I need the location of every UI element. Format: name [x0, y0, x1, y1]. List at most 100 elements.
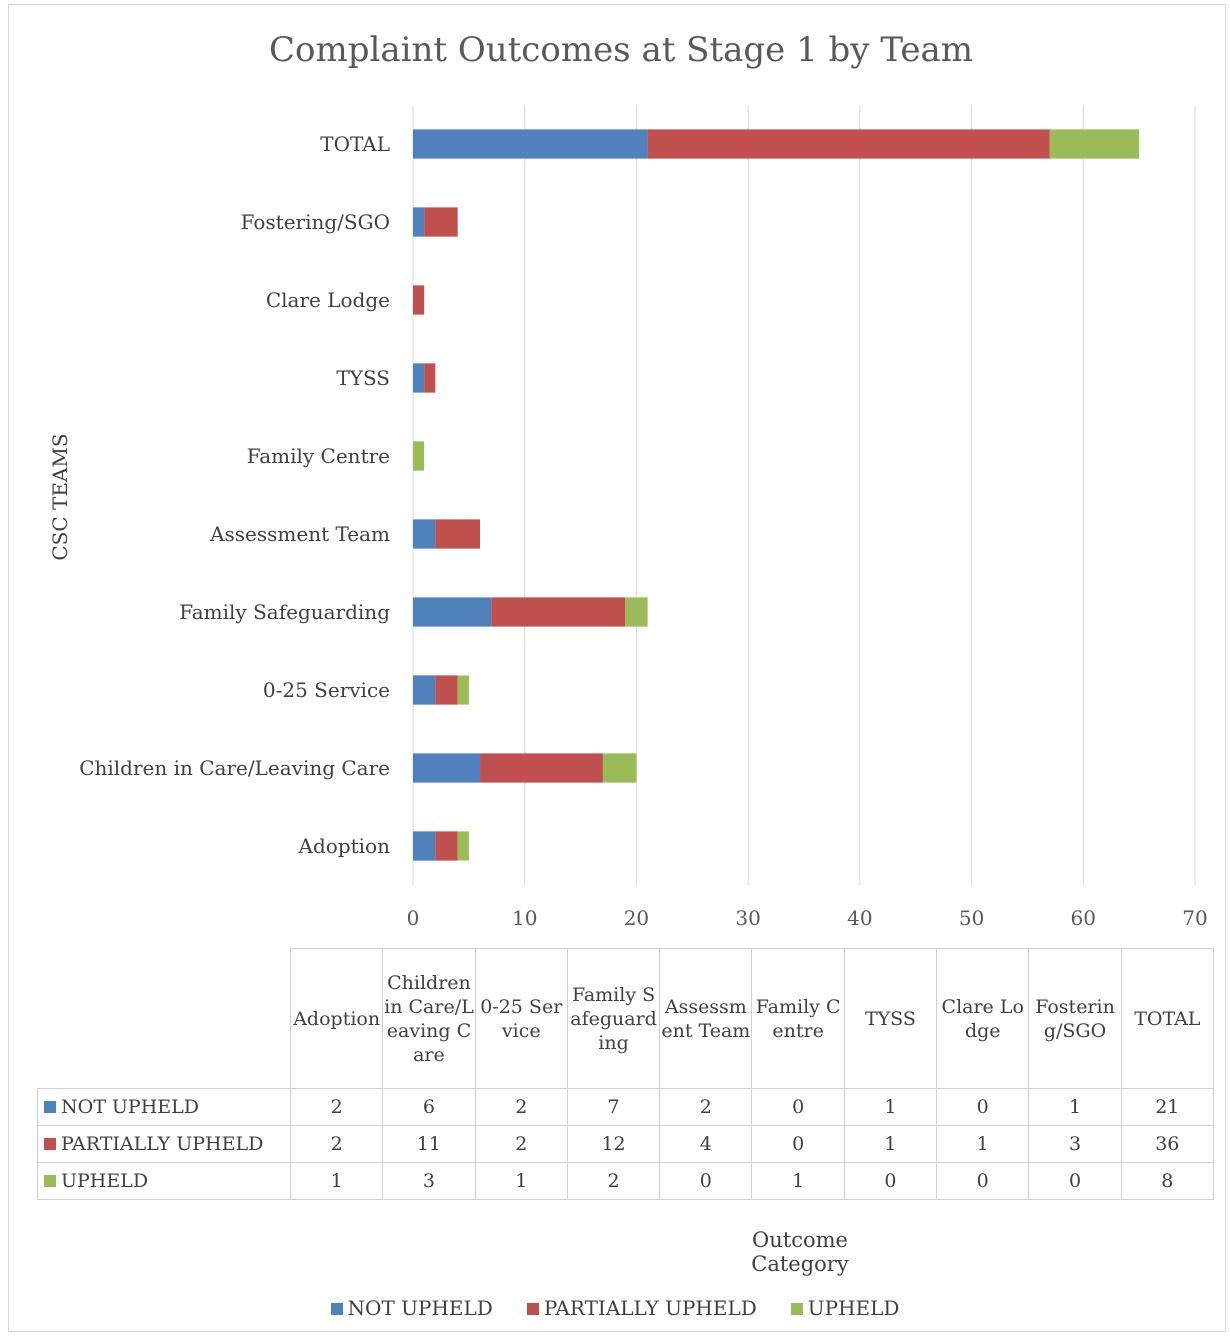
table-corner [37, 948, 291, 1089]
bar-clare-lodge-partially-upheld [413, 285, 425, 315]
table-header-fostering-sgo: Fostering/SGO [1028, 948, 1122, 1089]
bar-0-25-service-not-upheld [413, 675, 436, 705]
x-tick-label: 10 [512, 906, 537, 930]
table-cell: 21 [1120, 1088, 1214, 1126]
table-cell: 12 [566, 1125, 661, 1163]
table-header-tyss: TYSS [843, 948, 938, 1089]
table-cell: 1 [751, 1162, 845, 1200]
table-header-children-in-care-leaving-care: Children in Care/Leaving Care [382, 948, 476, 1089]
legend-item-not-upheld: NOT UPHELD [330, 1296, 493, 1320]
x-tick-label: 20 [624, 906, 649, 930]
bar-tyss-partially-upheld [424, 363, 436, 393]
bar-chart-plot: Adoption Children in Care/Leaving Care 0-2… [79, 105, 1208, 930]
y-tick-label: Assessment Team [209, 522, 390, 546]
table-row-label: PARTIALLY UPHELD [37, 1125, 291, 1163]
x-tick-label: 70 [1182, 906, 1207, 930]
legend-swatch [790, 1303, 803, 1315]
y-tick-label: Family Safeguarding [179, 600, 390, 624]
y-tick-label: Children in Care/Leaving Care [79, 756, 390, 780]
legend-item-partially-upheld: PARTIALLY UPHELD [526, 1296, 757, 1320]
table-cell: 0 [936, 1162, 1030, 1200]
chart-frame [8, 4, 1226, 1332]
table-cell: 2 [474, 1125, 568, 1163]
legend-key-swatch [44, 1175, 56, 1187]
table-cell: 7 [566, 1088, 661, 1126]
table-cell: 0 [936, 1088, 1030, 1126]
x-tick-label: 30 [735, 906, 760, 930]
table-header-0-25-service: 0-25 Service [474, 948, 568, 1089]
table-cell: 2 [289, 1125, 384, 1163]
table-cell: 11 [382, 1125, 476, 1163]
table-cell: 1 [936, 1125, 1030, 1163]
table-header-clare-lodge: Clare Lodge [936, 948, 1030, 1089]
bar-total-partially-upheld [647, 129, 1050, 159]
table-cell: 2 [474, 1088, 568, 1126]
bar-assessment-team-partially-upheld [435, 519, 481, 549]
table-cell: 1 [843, 1125, 938, 1163]
table-cell: 3 [1028, 1125, 1122, 1163]
legend-key-swatch [44, 1138, 56, 1150]
x-tick-label: 50 [959, 906, 984, 930]
table-cell: 2 [289, 1088, 384, 1126]
table-cell: 1 [1028, 1088, 1122, 1126]
table-cell: 8 [1120, 1162, 1214, 1200]
bar-children-in-care-leaving-care-upheld [602, 753, 637, 783]
table-cell: 0 [751, 1088, 845, 1126]
table-header-family-centre: Family Centre [751, 948, 845, 1089]
y-tick-label: Family Centre [247, 444, 390, 468]
bar-family-safeguarding-not-upheld [413, 597, 492, 627]
bar-0-25-service-upheld [457, 675, 469, 705]
legend-label: UPHELD [807, 1296, 900, 1320]
legend-swatch [330, 1303, 343, 1315]
table-cell: 1 [474, 1162, 568, 1200]
legend-key-swatch [44, 1101, 56, 1113]
table-row-label: NOT UPHELD [37, 1088, 291, 1126]
x-axis-title: Outcome Category [751, 1228, 849, 1276]
data-table: Adoption Children in Care/Leaving Care 0-2… [37, 948, 1214, 1200]
table-cell: 2 [566, 1162, 661, 1200]
bar-family-safeguarding-upheld [625, 597, 648, 627]
y-tick-label: 0-25 Service [263, 678, 390, 702]
table-row: PARTIALLY UPHELD 2 11 2 12 4 0 1 1 3 36 [37, 1125, 1214, 1163]
table-cell: 0 [659, 1162, 753, 1200]
table-cell: 36 [1120, 1125, 1214, 1163]
y-tick-label: TOTAL [320, 132, 390, 156]
bar-total-upheld [1049, 129, 1140, 159]
table-cell: 0 [843, 1162, 938, 1200]
bar-tyss-not-upheld [413, 363, 425, 393]
chart-legend: NOT UPHELD PARTIALLY UPHELD UPHELD [0, 1296, 1230, 1320]
bar-fostering-sgo-partially-upheld [424, 207, 458, 237]
y-tick-label: Clare Lodge [266, 288, 390, 312]
table-header-family-safeguarding: Family Safeguarding [566, 948, 661, 1089]
legend-label: PARTIALLY UPHELD [543, 1296, 757, 1320]
x-tick-label: 60 [1071, 906, 1096, 930]
bar-adoption-partially-upheld [435, 831, 458, 861]
table-header-assessment-team: Assessment Team [659, 948, 753, 1089]
table-cell: 3 [382, 1162, 476, 1200]
chart-title: Complaint Outcomes at Stage 1 by Team [269, 30, 973, 70]
bar-adoption-not-upheld [413, 831, 436, 861]
table-cell: 1 [843, 1088, 938, 1126]
bar-children-in-care-leaving-care-partially-upheld [480, 753, 603, 783]
bar-family-safeguarding-partially-upheld [491, 597, 626, 627]
table-cell: 2 [659, 1088, 753, 1126]
legend-item-upheld: UPHELD [790, 1296, 900, 1320]
bar-children-in-care-leaving-care-not-upheld [413, 753, 481, 783]
table-header-total: TOTAL [1120, 948, 1214, 1089]
table-row-label: UPHELD [37, 1162, 291, 1200]
bar-family-centre-upheld [413, 441, 425, 471]
legend-swatch [526, 1303, 539, 1315]
bar-0-25-service-partially-upheld [435, 675, 458, 705]
table-row: NOT UPHELD 2 6 2 7 2 0 1 0 1 21 [37, 1088, 1214, 1126]
legend-label: NOT UPHELD [347, 1296, 493, 1320]
bar-assessment-team-not-upheld [413, 519, 436, 549]
table-cell: 0 [1028, 1162, 1122, 1200]
table-header-adoption: Adoption [289, 948, 384, 1089]
bar-fostering-sgo-not-upheld [413, 207, 425, 237]
x-tick-label: 0 [407, 906, 420, 930]
table-row: UPHELD 1 3 1 2 0 1 0 0 0 8 [37, 1162, 1214, 1200]
y-tick-label: TYSS [336, 366, 390, 390]
table-cell: 4 [659, 1125, 753, 1163]
y-tick-label: Fostering/SGO [241, 210, 390, 234]
table-cell: 0 [751, 1125, 845, 1163]
